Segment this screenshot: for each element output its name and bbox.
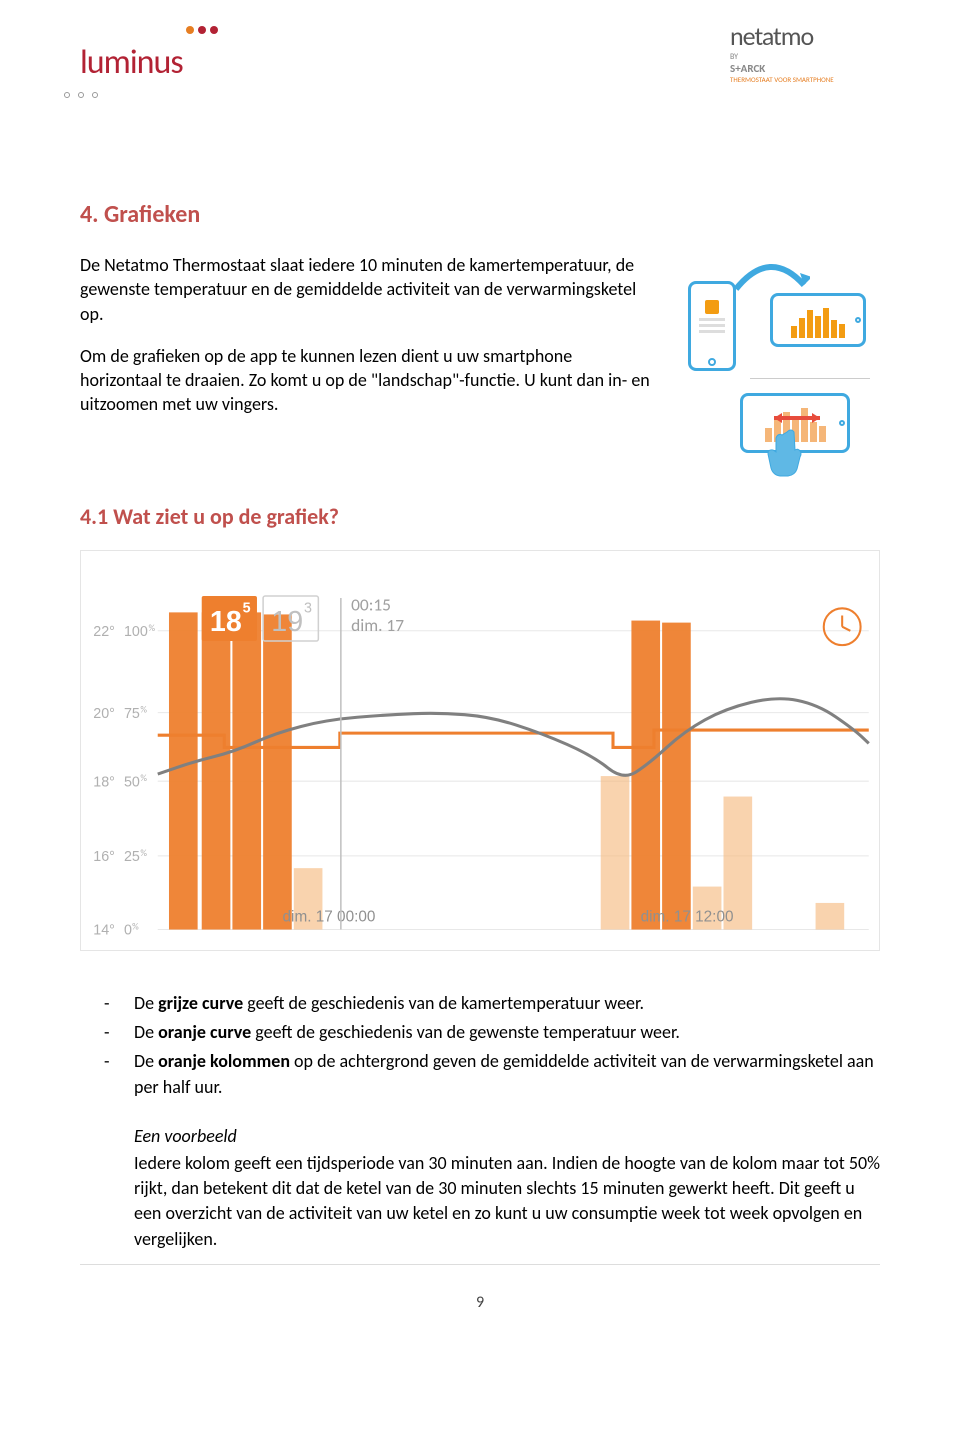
intro-para-2: Om de grafieken op de app te kunnen leze…	[80, 344, 650, 417]
legend-item: -De oranje curve geeft de geschiedenis v…	[104, 1020, 880, 1045]
svg-text:%: %	[149, 623, 156, 634]
example-title: Een voorbeeld	[134, 1124, 880, 1149]
svg-text:%: %	[132, 922, 139, 933]
netatmo-starck: S+ARCK	[730, 62, 880, 75]
section-heading: 4. Grafieken	[80, 200, 880, 229]
svg-text:00:15: 00:15	[351, 593, 391, 615]
example-block: Een voorbeeld Iedere kolom geeft een tij…	[134, 1124, 880, 1252]
svg-text:%: %	[140, 848, 147, 859]
netatmo-by: BY	[730, 52, 880, 62]
intro-para-1: De Netatmo Thermostaat slaat iedere 10 m…	[80, 253, 650, 326]
phone-rotate-illustration: 2.4	[680, 253, 870, 473]
page-number: 9	[80, 1293, 880, 1312]
chart-svg: 22° 100% 20° 75% 18° 50% 16° 25% 14° 0% dim. 17 00…	[81, 551, 879, 950]
illust-divider	[750, 378, 870, 379]
legend-text: De grijze curve geeft de geschiedenis va…	[134, 991, 880, 1016]
subsection-heading: 4.1 Wat ziet u op de grafiek?	[80, 503, 880, 530]
svg-text:14°: 14°	[93, 923, 115, 939]
netatmo-subtitle: THERMOSTAAT VOOR SMARTPHONE	[730, 75, 880, 84]
svg-text:dim. 17 00:00: dim. 17 00:00	[283, 908, 376, 925]
svg-text:50: 50	[124, 774, 140, 790]
svg-text:dim. 17: dim. 17	[351, 614, 404, 636]
document-page: luminus netatmo BY S+ARCK THERMOSTAAT VO…	[0, 0, 960, 1352]
luminus-bottom-dots	[60, 84, 102, 103]
luminus-dots	[184, 20, 220, 39]
phone-illustration-column: 2.4	[680, 253, 880, 473]
chart-legend-list: -De grijze curve geeft de geschiedenis v…	[104, 991, 880, 1100]
luminus-logo: luminus	[80, 20, 240, 100]
phone-horizontal-icon	[770, 293, 866, 347]
svg-text:18°: 18°	[93, 774, 115, 790]
pinch-arrow-icon	[772, 411, 822, 425]
svg-text:75: 75	[124, 706, 140, 722]
bullet-dash: -	[104, 991, 114, 1016]
svg-text:%: %	[140, 773, 147, 784]
legend-item: -De grijze curve geeft de geschiedenis v…	[104, 991, 880, 1016]
example-body: Iedere kolom geeft een tijdsperiode van …	[134, 1151, 880, 1252]
legend-text: De oranje kolommen op de achtergrond gev…	[134, 1049, 880, 1099]
legend-text: De oranje curve geeft de geschiedenis va…	[134, 1020, 880, 1045]
intro-row: De Netatmo Thermostaat slaat iedere 10 m…	[80, 253, 880, 473]
phone-vertical-icon	[688, 281, 736, 371]
svg-text:5: 5	[243, 600, 251, 616]
netatmo-wordmark: netatmo	[730, 20, 880, 52]
intro-text-column: De Netatmo Thermostaat slaat iedere 10 m…	[80, 253, 650, 473]
svg-text:18: 18	[210, 606, 242, 638]
svg-text:16°: 16°	[93, 849, 115, 865]
legend-item: -De oranje kolommen op de achtergrond ge…	[104, 1049, 880, 1099]
hand-icon	[765, 428, 815, 478]
svg-text:100: 100	[124, 624, 148, 640]
bullet-dash: -	[104, 1049, 114, 1099]
netatmo-logo: netatmo BY S+ARCK THERMOSTAAT VOOR SMART…	[730, 20, 880, 84]
svg-text:22°: 22°	[93, 624, 115, 640]
svg-text:dim. 17 12:00: dim. 17 12:00	[641, 908, 734, 925]
footer-rule	[80, 1264, 880, 1265]
svg-text:%: %	[140, 705, 147, 716]
rotate-arrow-icon	[730, 255, 810, 295]
svg-text:19: 19	[271, 606, 303, 638]
svg-text:0: 0	[124, 923, 132, 939]
svg-text:20°: 20°	[93, 706, 115, 722]
page-header: luminus netatmo BY S+ARCK THERMOSTAAT VO…	[80, 20, 880, 120]
thermostat-chart: 22° 100% 20° 75% 18° 50% 16° 25% 14° 0% dim. 17 00…	[80, 550, 880, 951]
luminus-wordmark: luminus	[80, 42, 183, 83]
svg-text:3: 3	[304, 600, 312, 616]
bullet-dash: -	[104, 1020, 114, 1045]
svg-text:25: 25	[124, 849, 140, 865]
main-content: 4. Grafieken De Netatmo Thermostaat slaa…	[80, 200, 880, 1312]
